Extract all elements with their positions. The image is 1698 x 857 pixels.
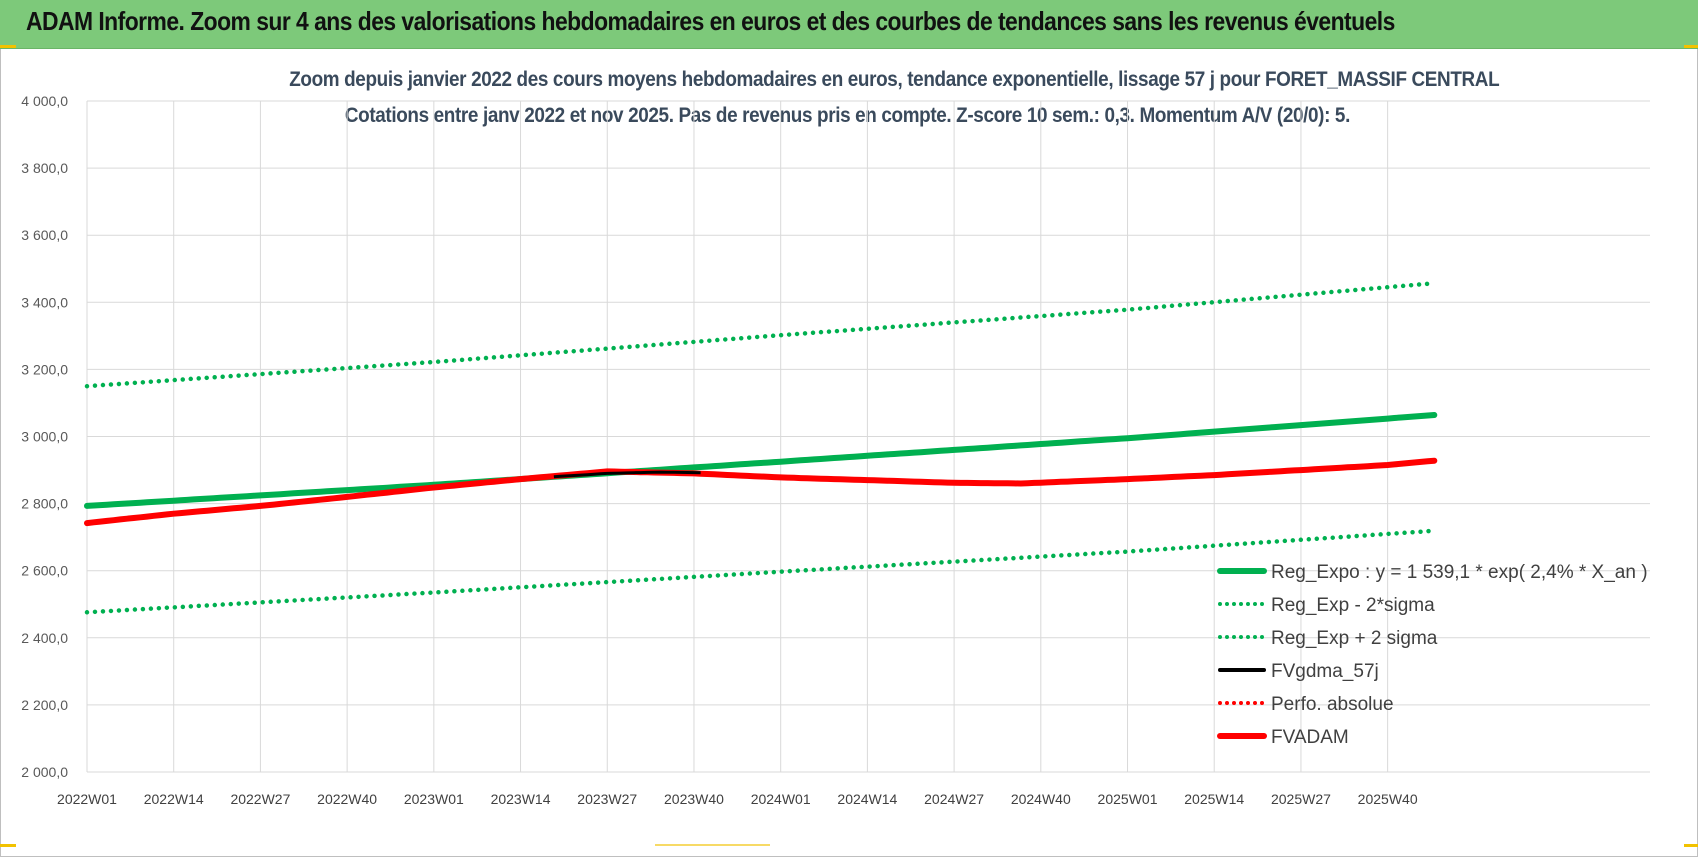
legend-label: FVgdma_57j [1271,661,1379,682]
x-tick-label: 2025W40 [1358,791,1418,807]
chart-title: Zoom depuis janvier 2022 des cours moyen… [289,68,1500,91]
series-line-0 [84,412,1438,509]
x-tick-label: 2025W27 [1271,791,1331,807]
x-tick-label: 2023W27 [577,791,637,807]
x-tick-label: 2024W40 [1011,791,1071,807]
x-tick-label: 2023W40 [664,791,724,807]
corner-mark-bottom-left [0,844,16,847]
legend-label: Perfo. absolue [1271,694,1394,715]
corner-mark-bottom-right [1684,844,1698,847]
x-tick-label: 2022W14 [144,791,204,807]
y-tick-label: 3 200,0 [21,361,68,377]
page-title: ADAM Informe. Zoom sur 4 ans des valoris… [26,6,1395,36]
y-tick-label: 2 200,0 [21,697,68,713]
series-line-5 [84,457,1438,527]
series-line-2 [84,280,1437,389]
corner-mark-top-right [1684,45,1698,48]
y-tick-label: 2 000,0 [21,764,68,780]
x-tick-label: 2022W01 [57,791,117,807]
series-line-1 [84,528,1437,615]
x-tick-label: 2024W27 [924,791,984,807]
y-tick-label: 2 600,0 [21,563,68,579]
y-tick-label: 3 800,0 [21,160,68,176]
x-tick-label: 2025W01 [1098,791,1158,807]
y-tick-label: 2 400,0 [21,630,68,646]
series-line-3 [553,470,701,479]
legend-label: FVADAM [1271,727,1349,748]
corner-mark-top-left [0,45,16,48]
x-tick-label: 2022W40 [317,791,377,807]
y-tick-label: 4 000,0 [21,93,68,109]
y-tick-label: 3 400,0 [21,294,68,310]
x-tick-label: 2024W14 [837,791,897,807]
y-tick-label: 3 000,0 [21,429,68,445]
header-banner: ADAM Informe. Zoom sur 4 ans des valoris… [0,0,1698,49]
selection-handle-bottom [655,844,770,846]
legend-label: Reg_Exp + 2 sigma [1271,628,1438,649]
y-tick-label: 2 800,0 [21,496,68,512]
x-tick-label: 2024W01 [751,791,811,807]
chart-subtitle: Cotations entre janv 2022 et nov 2025. P… [344,104,1350,127]
legend-label: Reg_Expo : y = 1 539,1 * exp( 2,4% * X_a… [1271,562,1648,583]
y-tick-label: 3 600,0 [21,227,68,243]
x-tick-label: 2023W01 [404,791,464,807]
x-tick-label: 2025W14 [1184,791,1244,807]
x-tick-label: 2023W14 [491,791,551,807]
legend-label: Reg_Exp - 2*sigma [1271,595,1435,616]
x-tick-label: 2022W27 [230,791,290,807]
